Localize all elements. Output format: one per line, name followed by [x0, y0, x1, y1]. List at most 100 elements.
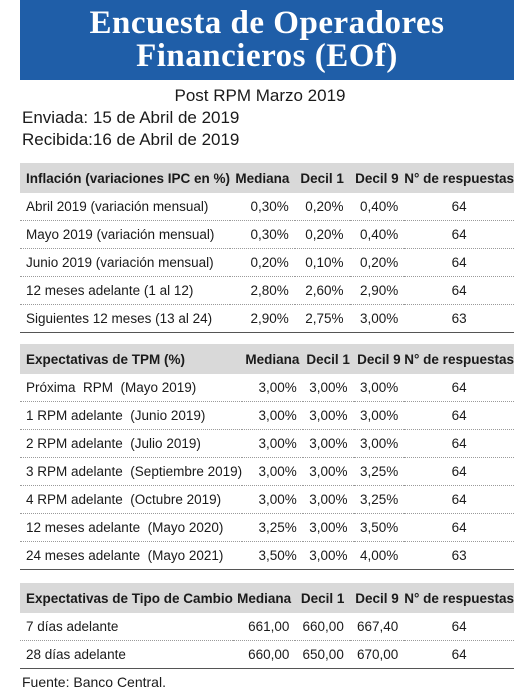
row-label: Mayo 2019 (variación mensual) — [26, 227, 215, 242]
column-header: Inflación (variaciones IPC en %) — [26, 170, 231, 186]
inflation-header-row: Inflación (variaciones IPC en %) Mediana… — [20, 163, 514, 193]
decile9-cell: 0,40% — [360, 227, 399, 242]
decile9-cell: 2,90% — [360, 283, 399, 298]
median-cell: 3,50% — [258, 548, 297, 563]
responses-cell: 64 — [451, 408, 467, 423]
decile1-cell: 2,75% — [305, 311, 344, 326]
responses-cell: 64 — [451, 283, 467, 298]
median-cell: 3,00% — [258, 408, 297, 423]
responses-cell: 64 — [451, 464, 467, 479]
table-row: Siguientes 12 meses (13 al 24) 2,90% 2,7… — [20, 305, 514, 333]
responses-cell: 64 — [451, 436, 467, 451]
median-cell: 661,00 — [248, 619, 290, 634]
responses-cell: 63 — [451, 311, 467, 326]
median-cell: 3,00% — [258, 492, 297, 507]
table-row: 3 RPM adelante (Septiembre 2019) 3,00% 3… — [20, 458, 514, 486]
survey-subtitle: Post RPM Marzo 2019 — [174, 86, 346, 105]
responses-cell: 64 — [451, 199, 467, 214]
row-label: 1 RPM adelante (Junio 2019) — [26, 408, 206, 423]
table-row: Mayo 2019 (variación mensual) 0,30% 0,20… — [20, 221, 514, 249]
column-header: N° de respuestas — [404, 590, 514, 606]
table-row: 28 días adelante 660,00 650,00 670,00 64 — [20, 641, 514, 669]
title-line-1: Encuesta de Operadores — [89, 5, 445, 41]
column-header: Decil 9 — [355, 590, 399, 606]
column-header: Expectativas de Tipo de Cambio — [26, 590, 233, 606]
row-label: Abril 2019 (variación mensual) — [26, 199, 209, 214]
table-row: Abril 2019 (variación mensual) 0,30% 0,2… — [20, 193, 514, 221]
decile9-cell: 0,20% — [360, 255, 399, 270]
table-row: 7 días adelante 661,00 660,00 667,40 64 — [20, 613, 514, 641]
responses-cell: 64 — [451, 647, 467, 662]
decile1-cell: 3,00% — [309, 380, 348, 395]
median-cell: 2,80% — [250, 283, 289, 298]
decile1-cell: 0,20% — [305, 227, 344, 242]
column-header: Decil 1 — [300, 590, 345, 606]
decile1-cell: 0,20% — [305, 199, 344, 214]
decile9-cell: 3,50% — [360, 520, 399, 535]
responses-cell: 64 — [451, 227, 467, 242]
column-header: Mediana — [235, 170, 290, 186]
row-label: 7 días adelante — [26, 619, 119, 634]
responses-cell: 64 — [451, 619, 467, 634]
median-cell: 0,30% — [250, 199, 289, 214]
responses-cell: 64 — [451, 520, 467, 535]
decile1-cell: 3,00% — [309, 436, 348, 451]
responses-cell: 64 — [451, 380, 467, 395]
column-header: Expectativas de TPM (%) — [26, 351, 186, 367]
decile9-cell: 3,00% — [360, 380, 399, 395]
decile1-cell: 660,00 — [302, 619, 344, 634]
column-header: N° de respuestas — [404, 170, 514, 186]
decile9-cell: 3,25% — [360, 464, 399, 479]
table-row: 4 RPM adelante (Octubre 2019) 3,00% 3,00… — [20, 486, 514, 514]
row-label: Siguientes 12 meses (13 al 24) — [26, 311, 213, 326]
median-cell: 3,00% — [258, 436, 297, 451]
decile9-cell: 0,40% — [360, 199, 399, 214]
column-header: Mediana — [237, 590, 292, 606]
decile1-cell: 2,60% — [305, 283, 344, 298]
decile1-cell: 650,00 — [302, 647, 344, 662]
column-header: N° de respuestas — [404, 351, 514, 367]
exchange-rate-table: Expectativas de Tipo de Cambio Mediana D… — [20, 583, 514, 669]
decile9-cell: 3,00% — [360, 311, 399, 326]
decile9-cell: 670,00 — [356, 647, 399, 662]
row-label: Próxima RPM (Mayo 2019) — [26, 380, 197, 395]
table-row: Junio 2019 (variación mensual) 0,20% 0,1… — [20, 249, 514, 277]
decile1-cell: 0,10% — [305, 255, 344, 270]
row-label: 24 meses adelante (Mayo 2021) — [26, 548, 224, 563]
title-banner: Encuesta de Operadores Financieros (EOf) — [20, 0, 514, 80]
decile1-cell: 3,00% — [309, 548, 348, 563]
median-cell: 660,00 — [248, 647, 290, 662]
decile9-cell: 3,25% — [360, 492, 399, 507]
row-label: 12 meses adelante (1 al 12) — [26, 283, 194, 298]
tpm-header-row: Expectativas de TPM (%) Mediana Decil 1 … — [20, 344, 514, 374]
title-line-2: Financieros (EOf) — [136, 38, 398, 74]
median-cell: 3,00% — [258, 464, 297, 479]
table-row: 24 meses adelante (Mayo 2021) 3,50% 3,00… — [20, 542, 514, 570]
column-header: Decil 1 — [300, 170, 344, 186]
decile1-cell: 3,00% — [309, 408, 348, 423]
table-row: Próxima RPM (Mayo 2019) 3,00% 3,00% 3,00… — [20, 374, 514, 402]
median-cell: 3,25% — [258, 520, 297, 535]
decile9-cell: 4,00% — [360, 548, 399, 563]
inflation-table: Inflación (variaciones IPC en %) Mediana… — [20, 163, 514, 333]
column-header: Decil 9 — [357, 351, 401, 367]
table-row: 2 RPM adelante (Julio 2019) 3,00% 3,00% … — [20, 430, 514, 458]
table-row: 12 meses adelante (1 al 12) 2,80% 2,60% … — [20, 277, 514, 305]
responses-cell: 64 — [451, 492, 467, 507]
source-note: Fuente: Banco Central. — [22, 674, 166, 690]
median-cell: 3,00% — [258, 380, 297, 395]
row-label: 3 RPM adelante (Septiembre 2019) — [26, 464, 243, 479]
sent-date: Enviada: 15 de Abril de 2019 — [22, 108, 240, 127]
column-header: Mediana — [245, 351, 300, 367]
decile1-cell: 3,00% — [309, 464, 348, 479]
row-label: 28 días adelante — [26, 647, 126, 662]
median-cell: 0,30% — [250, 227, 289, 242]
tpm-table: Expectativas de TPM (%) Mediana Decil 1 … — [20, 344, 514, 570]
median-cell: 0,20% — [250, 255, 289, 270]
median-cell: 2,90% — [250, 311, 289, 326]
decile9-cell: 3,00% — [360, 408, 399, 423]
row-label: 4 RPM adelante (Octubre 2019) — [26, 492, 222, 507]
row-label: 2 RPM adelante (Julio 2019) — [26, 436, 201, 451]
exchange-header-row: Expectativas de Tipo de Cambio Mediana D… — [20, 583, 514, 613]
column-header: Decil 9 — [355, 170, 399, 186]
